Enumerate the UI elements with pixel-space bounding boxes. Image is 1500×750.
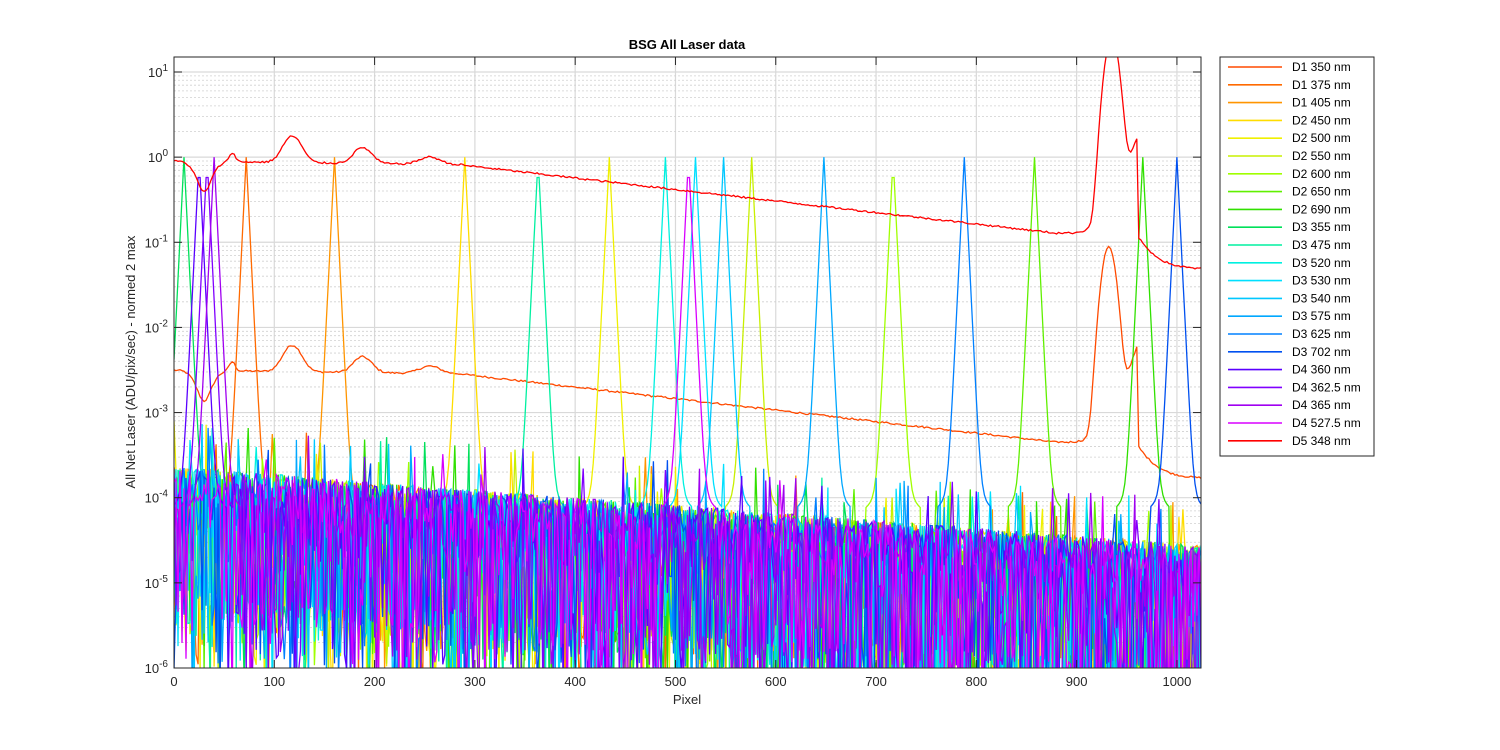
x-tick-label: 0 [170,674,177,689]
plot-frame [173,56,1202,669]
y-tick-label: 10-6 [145,659,169,676]
legend-entry-label: D3 702 nm [1292,345,1351,359]
legend-entry-label: D2 550 nm [1292,149,1351,163]
x-tick-label: 600 [765,674,787,689]
legend-entry-label: D4 527.5 nm [1292,416,1361,430]
legend-entry-label: D1 375 nm [1292,78,1351,92]
x-tick-label: 200 [364,674,386,689]
legend-entry-label: D4 365 nm [1292,398,1351,412]
y-tick-label: 10-1 [145,233,169,250]
legend-entry-label: D3 520 nm [1292,256,1351,270]
x-tick-label: 100 [263,674,285,689]
legend-entry-label: D1 350 nm [1292,60,1351,74]
y-tick-label: 10-3 [145,404,169,421]
legend-entry-label: D2 450 nm [1292,113,1351,127]
legend-entry-label: D3 475 nm [1292,238,1351,252]
y-tick-label: 10-5 [145,574,169,591]
legend-entry-label: D2 650 nm [1292,185,1351,199]
x-tick-label: 1000 [1162,674,1191,689]
legend-entry-label: D1 405 nm [1292,96,1351,110]
legend-entry-label: D5 348 nm [1292,434,1351,448]
x-tick-label: 800 [965,674,987,689]
legend-entry-label: D2 600 nm [1292,167,1351,181]
legend-entry-label: D2 500 nm [1292,131,1351,145]
x-tick-label: 400 [564,674,586,689]
legend-entry-label: D3 355 nm [1292,220,1351,234]
legend-entry-label: D3 540 nm [1292,291,1351,305]
legend-entry-label: D3 575 nm [1292,309,1351,323]
y-axis-label: All Net Laser (ADU/pix/sec) - normed 2 m… [123,235,138,488]
x-tick-label: 700 [865,674,887,689]
y-tick-label: 10-2 [145,318,169,335]
chart-title: BSG All Laser data [629,37,746,52]
series-line [174,57,1201,270]
y-tick-label: 101 [148,63,168,80]
x-tick-label: 500 [665,674,687,689]
legend: D1 350 nm D1 375 nm D1 405 nm D2 450 nm D2 5… [1219,56,1375,457]
y-tick-label: 10-4 [145,489,169,506]
legend-box [1219,56,1375,457]
series-layer [174,57,1201,668]
x-tick-label: 900 [1066,674,1088,689]
legend-entry-label: D4 362.5 nm [1292,380,1361,394]
x-axis-label: Pixel [673,692,701,707]
legend-entry-label: D2 690 nm [1292,202,1351,216]
legend-entry-label: D4 360 nm [1292,363,1351,377]
series-line [174,176,1201,668]
legend-entry-label: D3 625 nm [1292,327,1351,341]
y-tick-label: 100 [148,148,168,165]
x-tick-label: 300 [464,674,486,689]
legend-entry-label: D3 530 nm [1292,274,1351,288]
